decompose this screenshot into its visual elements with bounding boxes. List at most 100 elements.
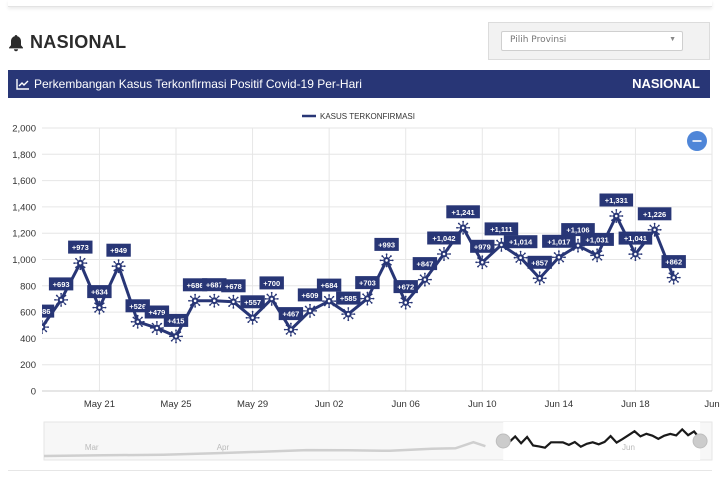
data-label-text: +949 [110, 246, 127, 255]
daily-cases-chart: 0 200 400 600 800 1,000 1,200 1,400 1,600 1,800 2,… [12, 112, 720, 461]
data-label: +993 [374, 237, 399, 251]
x-tick-label: Jun 18 [621, 399, 650, 410]
data-label-text: +1,106 [566, 226, 589, 235]
navigator-history-line [43, 440, 486, 458]
navigator-selection [503, 422, 701, 460]
data-label: +486 [42, 304, 55, 318]
data-point-virus-icon[interactable] [647, 222, 662, 237]
data-point-virus-icon[interactable] [398, 295, 413, 310]
data-point-virus-icon[interactable] [628, 247, 643, 262]
bell-icon [9, 34, 23, 51]
data-label-text: +1,042 [432, 234, 455, 243]
data-point-virus-icon[interactable] [379, 253, 394, 268]
navigator-handle[interactable] [495, 433, 511, 449]
data-label-text: +703 [359, 279, 376, 288]
data-label: +585 [336, 291, 361, 305]
data-point-virus-icon[interactable] [360, 291, 375, 306]
data-label: +1,031 [580, 232, 614, 246]
data-label: +1,241 [446, 205, 480, 219]
x-tick-label: Jun [704, 399, 719, 410]
data-label-text: +993 [378, 240, 395, 249]
data-point-virus-icon[interactable] [417, 272, 432, 287]
data-label-text: +979 [474, 242, 491, 251]
navigator-selected-line [502, 427, 701, 449]
data-label: +687 [202, 278, 227, 292]
data-point-virus-icon[interactable] [130, 314, 145, 329]
data-point-virus-icon[interactable] [513, 250, 528, 265]
series-markers: +486 +693 +973 +634 +949 +526+479+415 +686 +687… [35, 193, 686, 344]
data-point-virus-icon[interactable] [532, 271, 547, 286]
legend[interactable]: KASUS TERKONFIRMASI [302, 112, 415, 121]
data-point-virus-icon[interactable] [322, 294, 337, 309]
data-point-virus-icon[interactable] [551, 250, 566, 265]
data-label: +1,106 [561, 223, 595, 237]
data-point-virus-icon[interactable] [303, 303, 317, 318]
data-label-text: +1,041 [624, 234, 647, 243]
data-point-virus-icon[interactable] [590, 248, 605, 263]
data-label: +1,111 [484, 222, 519, 236]
y-tick-label: 1,200 [12, 229, 36, 240]
data-label-text: +467 [282, 310, 299, 319]
data-point-virus-icon[interactable] [92, 300, 107, 315]
data-point-virus-icon[interactable] [73, 256, 88, 271]
data-point-virus-icon[interactable] [475, 255, 490, 270]
province-select-placeholder: Pilih Provinsi [510, 35, 567, 45]
data-point-virus-icon[interactable] [245, 310, 260, 325]
data-label: +862 [661, 255, 686, 269]
data-point-virus-icon[interactable] [111, 259, 126, 274]
data-label-text: +847 [416, 260, 433, 269]
data-point-virus-icon[interactable] [207, 293, 222, 308]
data-label: +415 [163, 313, 189, 327]
data-point-virus-icon[interactable] [35, 320, 49, 335]
navigator-handle[interactable] [692, 433, 708, 449]
data-label-text: +687 [206, 281, 223, 290]
data-label-text: +1,331 [605, 196, 628, 205]
data-label-text: +684 [321, 281, 339, 290]
data-label-text: +678 [225, 282, 242, 291]
data-point-virus-icon[interactable] [456, 220, 471, 235]
navigator-label: Apr [217, 443, 230, 452]
data-label-text: +1,111 [490, 225, 512, 234]
province-select[interactable]: Pilih Provinsi ▼ [501, 31, 683, 51]
legend-label: KASUS TERKONFIRMASI [320, 112, 415, 121]
navigator-label: Mar [85, 443, 99, 452]
data-point-virus-icon[interactable] [188, 293, 203, 308]
data-label-text: +1,031 [586, 235, 609, 244]
y-tick-label: 1,800 [12, 150, 36, 161]
data-point-virus-icon[interactable] [149, 321, 164, 335]
data-point-virus-icon[interactable] [54, 292, 69, 307]
data-label-text: +1,226 [643, 210, 666, 219]
data-label-text: +700 [263, 279, 280, 288]
y-tick-label: 600 [20, 308, 36, 319]
chart-panel-region: NASIONAL [632, 76, 700, 91]
data-label-text: +1,241 [452, 208, 475, 217]
data-point-virus-icon[interactable] [264, 291, 279, 306]
x-tick-label: Jun 14 [545, 399, 574, 410]
chart-zoom-button[interactable] [687, 131, 707, 151]
data-label: +467 [278, 307, 304, 321]
data-point-virus-icon[interactable] [341, 307, 356, 322]
data-label: +557 [240, 295, 265, 309]
data-point-virus-icon[interactable] [666, 270, 681, 285]
data-label-text: +585 [340, 294, 357, 303]
data-label: +1,041 [618, 231, 653, 245]
data-point-virus-icon[interactable] [437, 247, 451, 261]
data-label: +1,042 [427, 231, 461, 245]
navigator[interactable]: Mar Apr Jun [43, 421, 713, 461]
data-label: +479 [144, 305, 170, 319]
data-label: +686 [182, 278, 208, 292]
y-tick-label: 1,600 [12, 176, 36, 187]
data-point-virus-icon[interactable] [226, 294, 241, 309]
data-point-virus-icon[interactable] [169, 329, 183, 344]
data-label: +857 [527, 255, 552, 269]
data-point-virus-icon[interactable] [609, 209, 624, 223]
x-tick-label: May 21 [84, 399, 115, 410]
data-label-text: +973 [72, 243, 89, 252]
chevron-down-icon: ▼ [669, 36, 676, 43]
y-tick-label: 1,400 [12, 202, 36, 213]
data-point-virus-icon[interactable] [283, 322, 298, 337]
data-label: +684 [316, 278, 342, 292]
top-card-edge [8, 0, 712, 7]
data-label: +1,226 [637, 207, 672, 221]
data-label: +979 [470, 239, 495, 253]
